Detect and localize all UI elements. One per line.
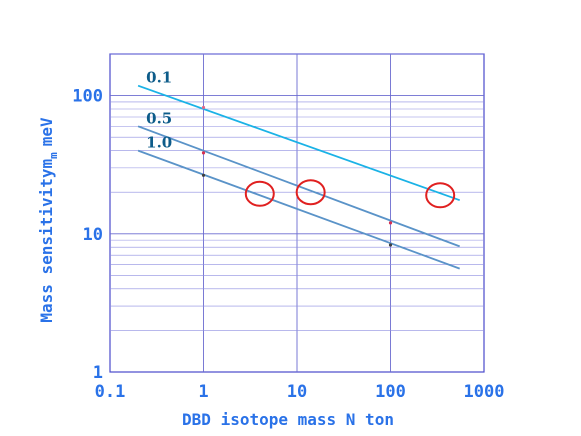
highlight-circle: [244, 180, 275, 207]
grid: [110, 53, 484, 372]
markers: [201, 105, 393, 247]
y-axis-title: Mass sensitivitymmmeV: [37, 117, 60, 323]
series-line: [137, 84, 461, 202]
y-axis-title-unit: meV: [37, 117, 56, 146]
data-marker: [201, 151, 206, 155]
y-axis-title-subscript: m: [47, 152, 60, 159]
series-label: 0.5: [146, 109, 172, 127]
x-tick-label: 100: [375, 382, 406, 402]
highlight-circle: [295, 179, 326, 206]
data-marker: [201, 173, 206, 177]
highlight-circle: [425, 182, 456, 209]
x-axis-title: DBD isotope mass N ton: [182, 410, 394, 429]
y-axis-title-main: Mass sensitivity: [37, 168, 56, 322]
y-tick-label: 10: [83, 225, 103, 245]
y-tick-label: 1: [93, 363, 103, 383]
x-tick-label: 10: [287, 382, 307, 402]
x-tick-label: 0.1: [95, 382, 126, 402]
series-lines: [137, 84, 461, 270]
x-tick-label: 1: [198, 382, 208, 402]
y-axis-title-symbol: m: [37, 159, 56, 169]
data-marker: [388, 221, 393, 225]
data-marker: [388, 243, 393, 247]
y-tick-label: 100: [72, 87, 103, 107]
series-label: 0.1: [146, 69, 172, 87]
x-tick-label: 1000: [464, 382, 505, 402]
data-marker: [201, 105, 206, 110]
series-labels: 0.1 0.5 1.0: [146, 69, 172, 152]
series-line: [137, 149, 461, 270]
highlight-circles: [244, 179, 456, 209]
series-label: 1.0: [146, 134, 172, 152]
